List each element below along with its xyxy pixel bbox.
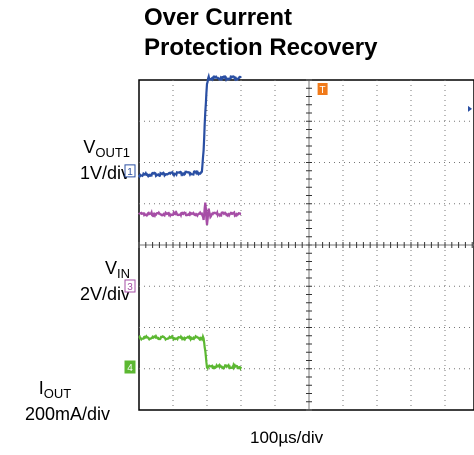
channel-label-vin: VIN 2V/div bbox=[50, 258, 130, 304]
trigger-marker: T bbox=[317, 83, 328, 96]
trace-vin bbox=[138, 202, 242, 226]
channel-marker-text: 1 bbox=[127, 167, 133, 178]
center-ticks bbox=[138, 79, 473, 411]
level-arrow bbox=[468, 105, 472, 112]
trace-vout1 bbox=[137, 72, 242, 180]
channel-name-vout1: V bbox=[83, 137, 96, 157]
chart-title-line2: Protection Recovery bbox=[144, 34, 378, 61]
channel-marker-text: 4 bbox=[127, 363, 133, 374]
channel-marker-iout: 4 bbox=[124, 360, 136, 374]
channel-sub-vout1: OUT1 bbox=[95, 145, 130, 160]
channel-scale-vout1: 1V/div bbox=[79, 163, 130, 183]
channel-markers: 1 3 4 T bbox=[124, 83, 472, 374]
channel-scale-iout: 200mA/div bbox=[24, 404, 110, 424]
channel-marker-vin: 3 bbox=[124, 279, 136, 293]
channel-name-vin: V bbox=[104, 258, 117, 278]
channel-label-iout: IOUT 200mA/div bbox=[0, 378, 110, 424]
traces bbox=[137, 72, 243, 372]
channel-label-vout1: VOUT1 1V/div bbox=[50, 137, 130, 183]
trace-iout bbox=[138, 332, 243, 372]
channel-sub-vin: IN bbox=[117, 266, 130, 281]
channel-sub-iout: OUT bbox=[43, 386, 72, 401]
trigger-marker-text: T bbox=[320, 85, 326, 96]
chart-title-line1: Over Current bbox=[144, 4, 293, 31]
channel-scale-vin: 2V/div bbox=[79, 284, 130, 304]
x-axis-label: 100µs/div bbox=[250, 428, 324, 447]
channel-marker-text: 3 bbox=[127, 282, 133, 293]
channel-marker-vout1: 1 bbox=[124, 164, 136, 178]
channel-name-iout: I bbox=[38, 378, 44, 398]
